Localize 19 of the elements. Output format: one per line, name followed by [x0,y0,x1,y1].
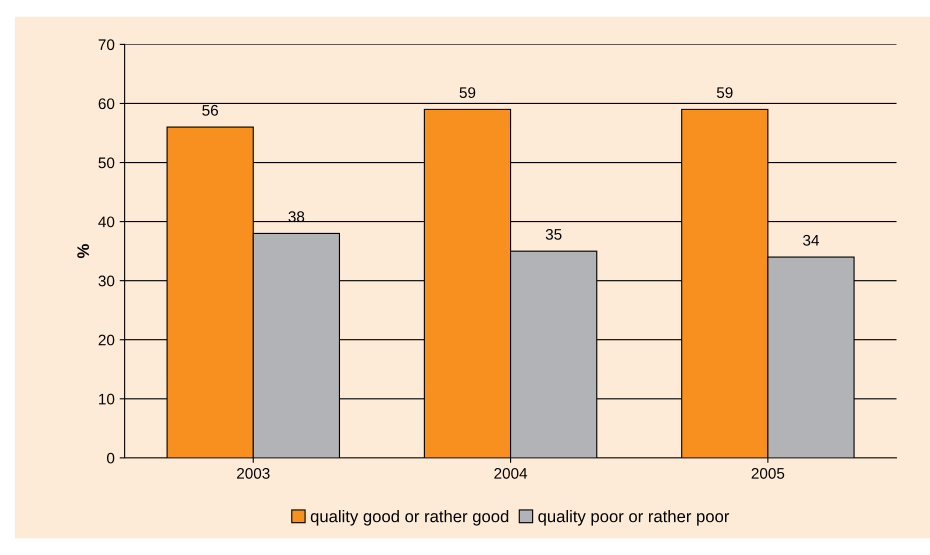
legend-label: quality poor or rather poor [538,510,730,526]
data-label: 35 [546,228,562,240]
y-tick-label: 20 [98,334,114,346]
y-tick-label: 40 [98,216,114,228]
y-tick-label: 30 [98,276,114,286]
y-tick-label: 70 [98,39,114,50]
data-label: 59 [460,87,476,98]
y-tick-label: 10 [99,394,114,404]
x-tick-label: 2004 [494,468,528,479]
data-label: 34 [803,234,820,246]
data-label: 59 [716,87,733,98]
y-tick-label: 50 [98,157,114,168]
data-label: 56 [202,104,218,116]
y-axis-title: % [77,244,90,258]
x-tick-label: 2003 [237,468,270,479]
y-tick-label: 0 [107,452,114,464]
y-tick-label: 60 [98,98,114,110]
legend-label: quality good or rather good [310,510,508,526]
x-tick-label: 2005 [752,468,784,479]
